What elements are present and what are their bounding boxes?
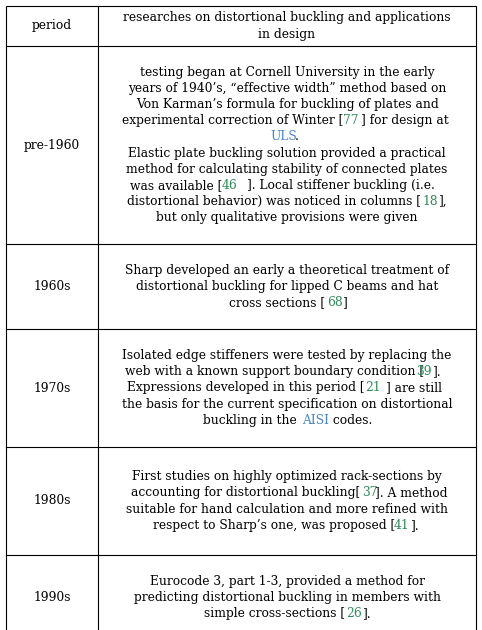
Text: 21: 21 xyxy=(365,382,381,394)
Text: 41: 41 xyxy=(394,518,409,532)
Text: web with a known support boundary condition [: web with a known support boundary condit… xyxy=(125,365,424,379)
Text: Sharp developed an early a theoretical treatment of: Sharp developed an early a theoretical t… xyxy=(125,264,449,277)
Text: codes.: codes. xyxy=(329,414,372,427)
Text: Expressions developed in this period [: Expressions developed in this period [ xyxy=(127,382,364,394)
Text: Von Karman’s formula for buckling of plates and: Von Karman’s formula for buckling of pla… xyxy=(135,98,438,111)
Text: ULS: ULS xyxy=(270,130,297,144)
Text: ]. Local stiffener buckling (i.e.: ]. Local stiffener buckling (i.e. xyxy=(247,179,435,192)
Text: 18: 18 xyxy=(422,195,438,208)
Text: respect to Sharp’s one, was proposed [: respect to Sharp’s one, was proposed [ xyxy=(153,518,395,532)
Text: ]: ] xyxy=(342,296,347,309)
Text: researches on distortional buckling and applications: researches on distortional buckling and … xyxy=(123,11,451,25)
Text: method for calculating stability of connected plates: method for calculating stability of conn… xyxy=(126,163,448,176)
Text: simple cross-sections [: simple cross-sections [ xyxy=(204,607,345,620)
Text: was available [: was available [ xyxy=(130,179,222,192)
Text: period: period xyxy=(32,20,72,33)
Text: AISI: AISI xyxy=(302,414,329,427)
Text: experimental correction of Winter [: experimental correction of Winter [ xyxy=(122,114,344,127)
Text: ]. A method: ]. A method xyxy=(375,486,447,500)
Text: 39: 39 xyxy=(416,365,431,379)
Text: 1960s: 1960s xyxy=(33,280,71,293)
Text: ].: ]. xyxy=(362,607,371,620)
Text: 37: 37 xyxy=(362,486,377,500)
Text: .: . xyxy=(295,130,298,144)
Text: the basis for the current specification on distortional: the basis for the current specification … xyxy=(122,398,452,411)
Text: testing began at Cornell University in the early: testing began at Cornell University in t… xyxy=(140,66,434,79)
Text: Eurocode 3, part 1-3, provided a method for: Eurocode 3, part 1-3, provided a method … xyxy=(149,575,425,588)
Text: distortional behavior) was noticed in columns [: distortional behavior) was noticed in co… xyxy=(127,195,421,208)
Text: cross sections [: cross sections [ xyxy=(229,296,325,309)
Text: accounting for distortional buckling[: accounting for distortional buckling[ xyxy=(131,486,361,500)
Text: 46: 46 xyxy=(222,179,238,192)
Text: ] are still: ] are still xyxy=(386,382,442,394)
Text: but only qualitative provisions were given: but only qualitative provisions were giv… xyxy=(156,211,418,224)
Text: in design: in design xyxy=(258,28,316,40)
Text: ],: ], xyxy=(439,195,447,208)
Text: Isolated edge stiffeners were tested by replacing the: Isolated edge stiffeners were tested by … xyxy=(122,349,452,362)
Text: suitable for hand calculation and more refined with: suitable for hand calculation and more r… xyxy=(126,503,448,515)
Text: ].: ]. xyxy=(410,518,418,532)
Text: 1990s: 1990s xyxy=(33,591,71,604)
Text: ].: ]. xyxy=(432,365,441,379)
Text: buckling in the: buckling in the xyxy=(203,414,301,427)
Text: pre-1960: pre-1960 xyxy=(24,139,80,151)
Text: First studies on highly optimized rack-sections by: First studies on highly optimized rack-s… xyxy=(132,471,442,483)
Text: distortional buckling for lipped C beams and hat: distortional buckling for lipped C beams… xyxy=(136,280,438,293)
Text: years of 1940’s, “effective width” method based on: years of 1940’s, “effective width” metho… xyxy=(128,82,446,95)
Text: Elastic plate buckling solution provided a practical: Elastic plate buckling solution provided… xyxy=(128,147,446,159)
Text: 77: 77 xyxy=(343,114,358,127)
Text: 68: 68 xyxy=(327,296,343,309)
Text: 1980s: 1980s xyxy=(33,495,71,508)
Text: 26: 26 xyxy=(346,607,362,620)
Text: 1970s: 1970s xyxy=(33,382,71,394)
Text: predicting distortional buckling in members with: predicting distortional buckling in memb… xyxy=(134,591,441,604)
Text: ] for design at: ] for design at xyxy=(361,114,448,127)
